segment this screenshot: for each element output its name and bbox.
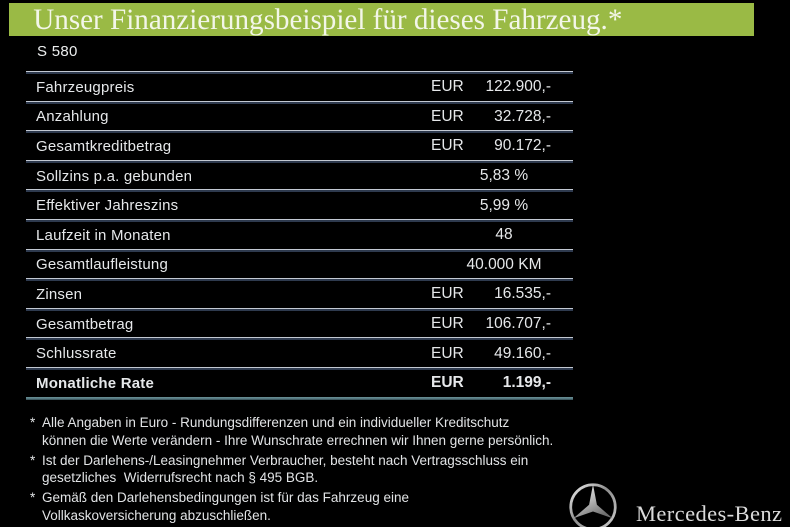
row-value-cell: EUR 106.707,- [423, 311, 573, 338]
table-row: Fahrzeugpreis EUR 122.900,- [26, 74, 573, 101]
currency-label: EUR [431, 374, 464, 392]
row-value-cell: 40.000 KM [423, 252, 573, 279]
footnotes: * Alle Angaben in Euro - Rundungsdiffere… [30, 414, 553, 527]
row-value: 122.900,- [485, 78, 552, 96]
row-value: 49.160,- [494, 344, 551, 362]
row-label: Zinsen [36, 285, 83, 303]
table-row: Gesamtbetrag EUR 106.707,- [26, 311, 573, 338]
table-row: Schlussrate EUR 49.160,- [26, 340, 573, 367]
footnote-item: * Gemäß den Darlehensbedingungen ist für… [30, 489, 553, 524]
vehicle-model-label: S 580 [37, 43, 78, 60]
footnote-marker: * [30, 452, 36, 468]
row-value-cell: 5,83 % [423, 163, 573, 190]
row-value: 40.000 KM [466, 255, 542, 273]
row-value: 16.535,- [494, 285, 551, 303]
currency-label: EUR [431, 107, 464, 125]
mercedes-star-icon [569, 483, 617, 527]
footnote-line: Ist der Darlehens-/Leasingnehmer Verbrau… [42, 452, 529, 468]
row-value-cell: EUR 32.728,- [423, 104, 573, 131]
row-value-cell: 48 [423, 222, 573, 249]
row-label: Gesamtkreditbetrag [36, 137, 172, 155]
row-value: 1.199,- [502, 374, 551, 392]
row-value: 5,99 % [479, 196, 529, 214]
row-value: 90.172,- [494, 137, 551, 155]
footnote-text: Alle Angaben in Euro - Rundungsdifferenz… [42, 414, 553, 449]
financing-table: Fahrzeugpreis EUR 122.900,- Anzahlung EU… [26, 71, 573, 400]
footnote-marker: * [30, 490, 36, 505]
row-label: Effektiver Jahreszins [36, 197, 179, 215]
row-value-cell: EUR 90.172,- [423, 133, 573, 160]
footnote-line: Vollkaskoversicherung abzuschließen. [42, 507, 271, 523]
row-divider [26, 100, 573, 104]
row-value: 48 [495, 226, 513, 244]
table-row: Zinsen EUR 16.535,- [26, 281, 573, 308]
footnote-line: Alle Angaben in Euro - Rundungsdifferenz… [42, 415, 510, 430]
row-divider [26, 71, 573, 74]
currency-label: EUR [431, 78, 464, 96]
row-value-cell: EUR 16.535,- [423, 281, 573, 308]
footnote-text: Ist der Darlehens-/Leasingnehmer Verbrau… [42, 452, 553, 487]
row-divider [26, 189, 573, 193]
row-label: Schlussrate [36, 345, 117, 363]
footnote-item: * Ist der Darlehens-/Leasingnehmer Verbr… [30, 452, 553, 487]
currency-label: EUR [431, 285, 464, 303]
table-row: Monatliche Rate EUR 1.199,- [26, 370, 573, 397]
brand-wordmark: Mercedes-Benz [636, 501, 783, 526]
row-label: Monatliche Rate [36, 374, 155, 392]
table-row: Effektiver Jahreszins 5,99 % [26, 192, 573, 219]
footnote-line: gesetzliches Widerrufsrecht nach § 495 B… [42, 470, 319, 485]
page-title: Unser Finanzierungsbeispiel für dieses F… [33, 3, 623, 36]
footnote-text: Gemäß den Darlehensbedingungen ist für d… [42, 489, 553, 524]
table-row: Laufzeit in Monaten 48 [26, 222, 573, 249]
row-divider [26, 307, 573, 311]
row-divider [26, 218, 573, 222]
table-row: Gesamtlaufleistung 40.000 KM [26, 252, 573, 279]
row-label: Laufzeit in Monaten [36, 226, 171, 244]
row-value: 106.707,- [485, 315, 552, 333]
row-value-cell: EUR 49.160,- [423, 340, 573, 367]
table-bottom-divider [26, 396, 573, 400]
footnote-marker: * [30, 415, 36, 430]
row-label: Gesamtbetrag [36, 315, 134, 333]
table-row: Sollzins p.a. gebunden 5,83 % [26, 163, 573, 190]
title-banner: Unser Finanzierungsbeispiel für dieses F… [9, 3, 754, 36]
row-divider [26, 278, 573, 282]
row-divider [26, 248, 573, 252]
row-label: Anzahlung [36, 108, 109, 126]
row-label: Sollzins p.a. gebunden [36, 167, 193, 185]
row-label: Fahrzeugpreis [36, 78, 135, 96]
currency-label: EUR [431, 137, 464, 155]
row-value: 5,83 % [479, 167, 529, 185]
footnote-item: * Alle Angaben in Euro - Rundungsdiffere… [30, 414, 553, 449]
table-row: Anzahlung EUR 32.728,- [26, 104, 573, 131]
row-divider [26, 337, 573, 341]
row-value: 32.728,- [494, 107, 551, 125]
footnote-line: können die Werte verändern - Ihre Wunsch… [42, 432, 554, 448]
row-label: Gesamtlaufleistung [36, 256, 169, 274]
row-value-cell: EUR 122.900,- [423, 74, 573, 101]
currency-label: EUR [431, 344, 464, 362]
row-value-cell: 5,99 % [423, 192, 573, 219]
table-row: Gesamtkreditbetrag EUR 90.172,- [26, 133, 573, 160]
row-divider [26, 159, 573, 163]
currency-label: EUR [431, 315, 464, 333]
row-value-cell: EUR 1.199,- [423, 370, 573, 397]
row-divider [26, 130, 573, 134]
footnote-line: Gemäß den Darlehensbedingungen ist für d… [42, 490, 409, 505]
row-divider [26, 366, 573, 370]
